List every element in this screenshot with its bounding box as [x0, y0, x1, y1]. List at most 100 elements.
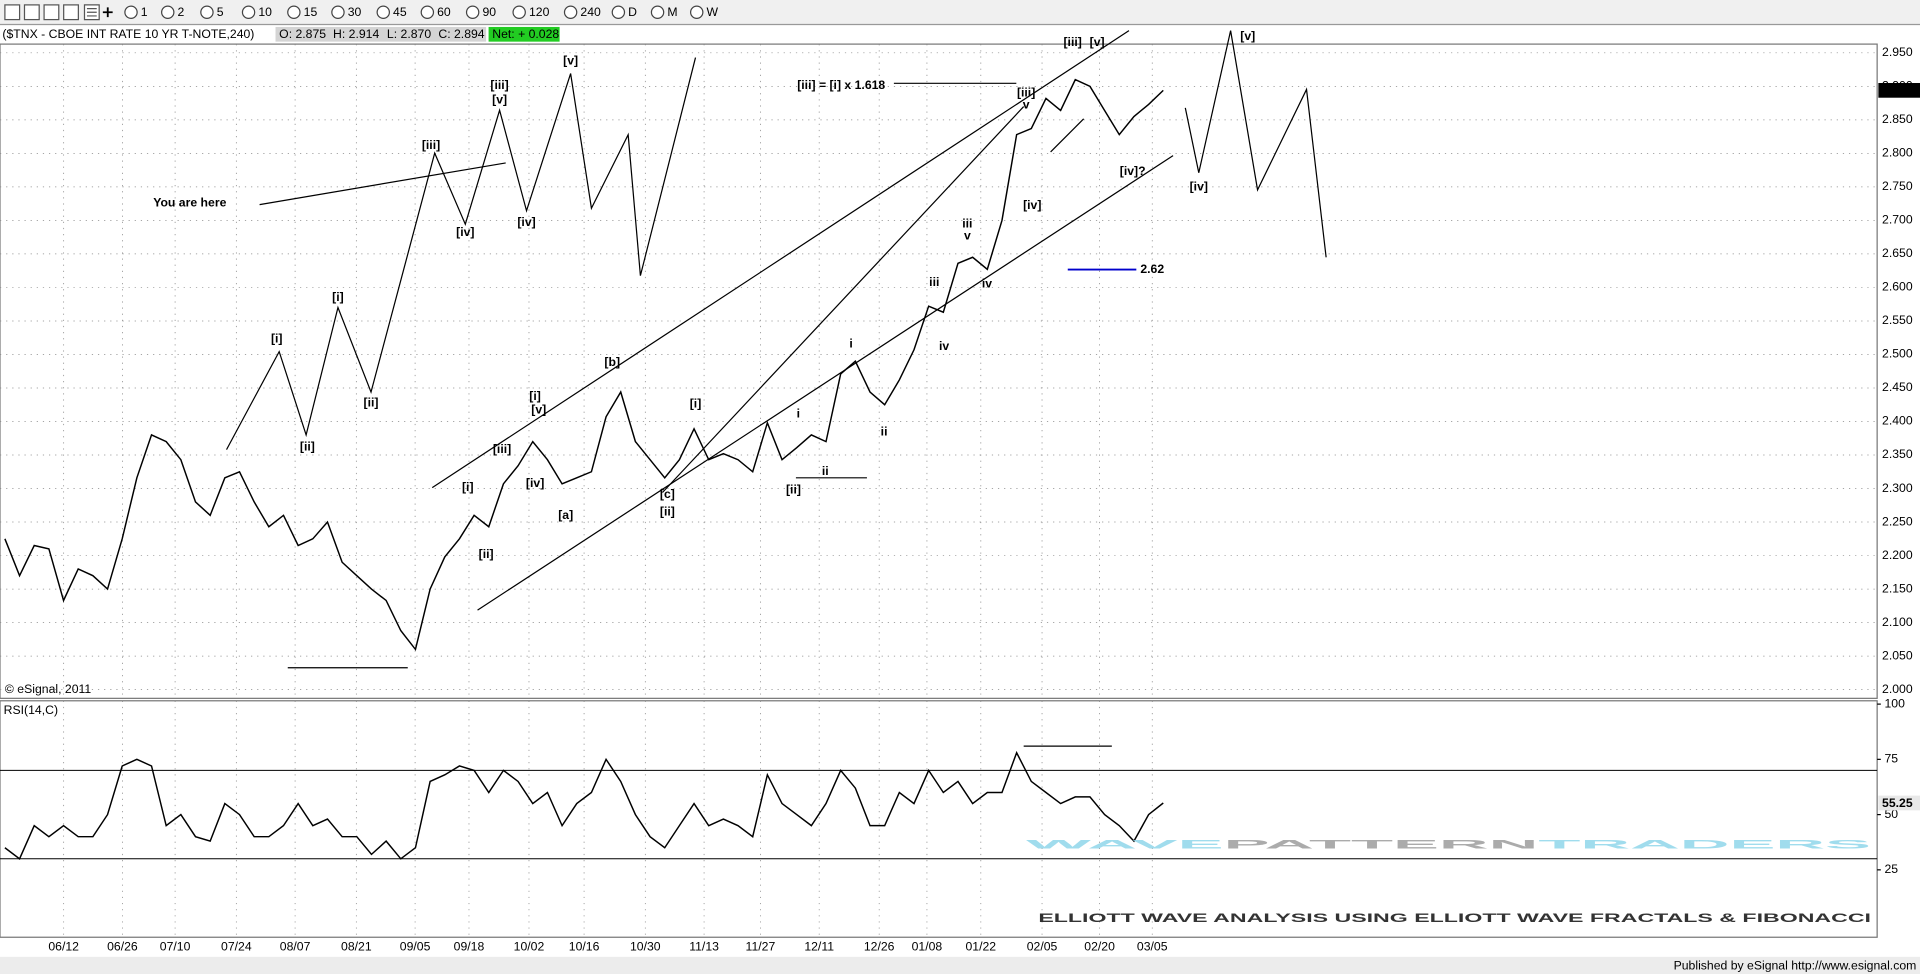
wave-label: v: [1023, 98, 1030, 112]
y-tick-label: 2.600: [1882, 280, 1913, 294]
interval-button[interactable]: 240: [580, 5, 601, 19]
toolbar-icon[interactable]: [4, 4, 21, 21]
y-tick-label: 2.050: [1882, 648, 1913, 662]
wave-label: iv: [982, 276, 992, 290]
interval-button[interactable]: 10: [258, 5, 272, 19]
footer: Published by eSignal http://www.esignal.…: [1674, 958, 1917, 972]
wave-label: iii: [962, 216, 972, 230]
wave-label: ii: [822, 464, 829, 478]
x-tick-label: 06/12: [48, 939, 79, 953]
x-tick-label: 01/22: [966, 939, 997, 953]
x-tick-label: 06/26: [107, 939, 138, 953]
wave-label: [iv]: [456, 225, 474, 239]
last-value-label: 2.894: [1882, 83, 1913, 97]
y-tick-label: 2.950: [1882, 45, 1913, 59]
y-tick-label: 2.250: [1882, 514, 1913, 528]
wave-label: [b]: [604, 355, 620, 369]
x-tick-label: 02/20: [1084, 939, 1115, 953]
y-tick-label: 100: [1884, 696, 1905, 710]
interval-icon[interactable]: [200, 5, 214, 19]
trend-line: [431, 30, 1130, 489]
rsi-line: [4, 750, 1164, 860]
y-tick-label: 2.000: [1882, 682, 1913, 696]
x-tick-label: 03/05: [1137, 939, 1168, 953]
interval-icon[interactable]: [512, 5, 526, 19]
wave-label: 2.62: [1140, 262, 1164, 276]
x-tick-label: 02/05: [1027, 939, 1058, 953]
interval-icon[interactable]: [287, 5, 301, 19]
watermark-brand: WAVE PATTERN TRADERS: [1026, 838, 1871, 852]
toolbar-icon[interactable]: [63, 4, 79, 21]
interval-button[interactable]: D: [628, 5, 637, 19]
toolbar-icon[interactable]: [43, 4, 60, 21]
x-tick-label: 12/26: [864, 939, 895, 953]
interval-icon[interactable]: [563, 5, 578, 19]
interval-icon[interactable]: [690, 5, 704, 19]
watermark-part: WAVE: [1026, 838, 1224, 852]
trend-line: [1050, 118, 1085, 153]
toolbar-icon[interactable]: [23, 4, 40, 21]
wave-label: [c]: [660, 487, 675, 501]
y-tick-label: 2.350: [1882, 447, 1913, 461]
interval-button[interactable]: M: [667, 5, 677, 19]
wave-label: iii: [929, 275, 939, 289]
interval-icon[interactable]: [124, 5, 138, 19]
interval-button[interactable]: 5: [217, 5, 224, 19]
wave-label: [iv]: [526, 476, 544, 490]
y-tick-label: 2.850: [1882, 112, 1913, 126]
interval-icon[interactable]: [241, 5, 256, 19]
wave-label: i: [849, 337, 852, 351]
wave-label: [v]: [492, 93, 507, 107]
wave-label: [i]: [462, 480, 474, 494]
wave-label: [iii]: [490, 78, 508, 92]
x-tick-label: 09/05: [400, 939, 431, 953]
interval-button[interactable]: 60: [437, 5, 451, 19]
y-tick-label: 2.100: [1882, 615, 1913, 629]
wave-label: [iv]: [517, 215, 535, 229]
copyright: © eSignal, 2011: [5, 682, 92, 696]
readout-box: [275, 26, 487, 42]
interval-icon[interactable]: [161, 5, 175, 19]
interval-button[interactable]: 45: [393, 5, 407, 19]
wave-label: [v]: [531, 403, 546, 417]
y-tick-label: 2.200: [1882, 548, 1913, 562]
interval-button[interactable]: W: [707, 5, 719, 19]
wave-label: [v]: [1240, 29, 1255, 43]
panel-frame: [0, 700, 1878, 938]
interval-icon[interactable]: [376, 5, 390, 19]
x-tick-label: 11/27: [746, 939, 776, 953]
wave-label: [iii] = [i] x 1.618: [797, 78, 885, 92]
y-tick-label: 2.150: [1882, 581, 1913, 595]
readout-field: O: 2.875: [279, 27, 326, 41]
interval-button[interactable]: 2: [178, 5, 185, 19]
net-change: Net: + 0.028: [492, 27, 559, 41]
y-tick-label: 75: [1884, 752, 1898, 766]
wave-label: [ii]: [479, 547, 494, 561]
interval-button[interactable]: 120: [529, 5, 550, 19]
interval-icon[interactable]: [331, 5, 345, 19]
x-tick-label: 10/02: [514, 939, 545, 953]
toolbar-icon[interactable]: [83, 4, 100, 21]
interval-button[interactable]: 15: [304, 5, 318, 19]
x-tick-label: 08/21: [341, 939, 372, 953]
x-tick-label: 12/11: [804, 939, 834, 953]
wave-label: [iv]: [1023, 198, 1041, 212]
add-icon[interactable]: [102, 7, 113, 18]
x-tick-label: 08/07: [280, 939, 311, 953]
y-tick-label: 2.550: [1882, 313, 1913, 327]
interval-icon[interactable]: [650, 5, 665, 19]
interval-icon[interactable]: [465, 5, 480, 19]
wave-label: ii: [881, 425, 888, 439]
status-bar: [0, 956, 1920, 974]
x-tick-label: 10/30: [630, 939, 661, 953]
interval-button[interactable]: 30: [348, 5, 362, 19]
wave-label: [i]: [529, 389, 541, 403]
interval-icon[interactable]: [420, 5, 435, 19]
interval-icon[interactable]: [611, 5, 626, 19]
x-tick-label: 09/18: [454, 939, 485, 953]
wave-label: i: [797, 406, 800, 420]
x-tick-label: 10/16: [569, 939, 600, 953]
interval-button[interactable]: 90: [482, 5, 496, 19]
interval-button[interactable]: 1: [141, 5, 148, 19]
